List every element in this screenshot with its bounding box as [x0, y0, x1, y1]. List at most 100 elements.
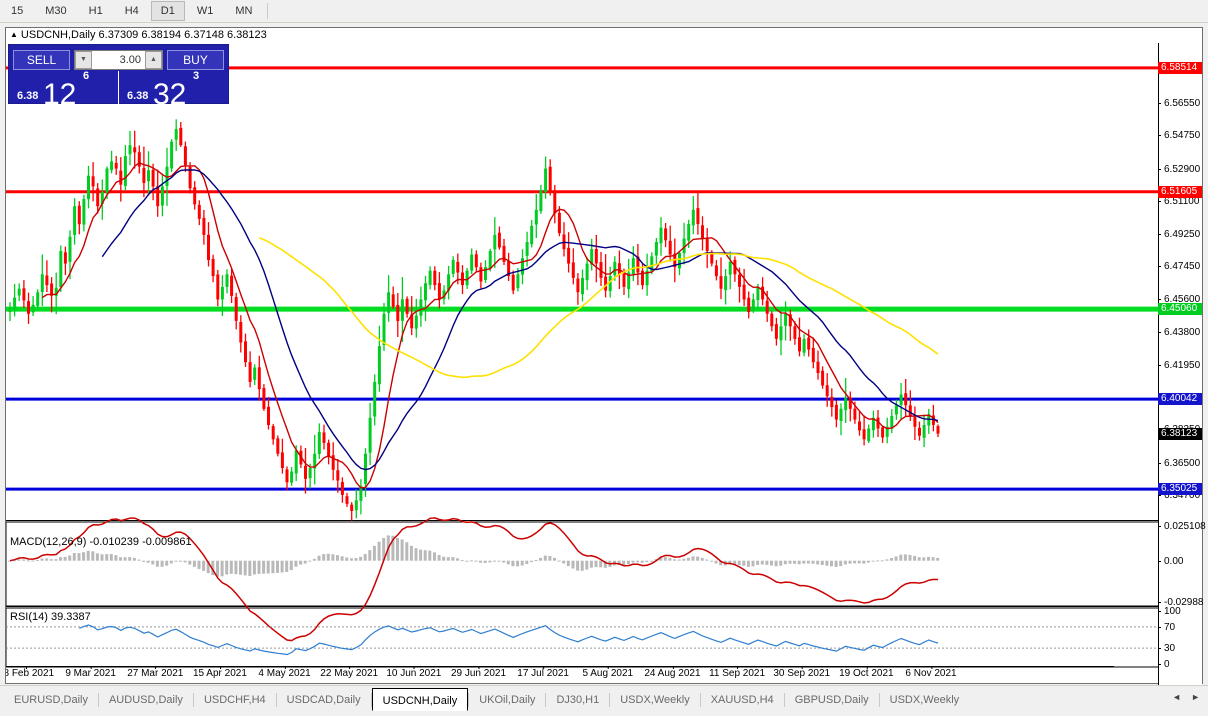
- chart-tab-eurusd-daily[interactable]: EURUSD,Daily: [14, 694, 88, 706]
- price-scale[interactable]: 6.56550 6.54750 6.52900 6.51100 6.49250 6.474…: [1158, 43, 1206, 685]
- date-tick: 9 Mar 2021: [65, 666, 116, 679]
- timeframe-button-mn[interactable]: MN: [235, 5, 253, 17]
- chart-tab-ukoil-daily[interactable]: UKOil,Daily: [479, 694, 536, 706]
- buy-price-quote[interactable]: 6.38 32 3: [118, 70, 228, 110]
- chart-tab-dj30-h1[interactable]: DJ30,H1: [556, 694, 600, 706]
- tick-mark: [672, 666, 674, 669]
- tick-mark: [90, 666, 92, 669]
- tab-separator: [370, 693, 372, 707]
- timeframe-button-m30[interactable]: M30: [45, 5, 67, 17]
- date-tick: 5 Aug 2021: [582, 666, 634, 679]
- tick-mark: [155, 666, 157, 669]
- tab-separator: [192, 693, 194, 707]
- timeframe-button-w1[interactable]: W1: [196, 5, 214, 17]
- pivot-level[interactable]: 6.45060: [1158, 303, 1202, 316]
- resistance-level-lower[interactable]: 6.51605: [1158, 185, 1202, 198]
- tab-separator: [97, 693, 99, 707]
- chart-tab-usdchf-h4[interactable]: USDCHF,H4: [203, 694, 266, 706]
- timeframe-button-d1[interactable]: D1: [150, 1, 185, 21]
- price-tick: 6.41950: [1158, 360, 1202, 371]
- tick-mark: [1158, 648, 1161, 650]
- macd-axis-tick: 0.00: [1158, 556, 1202, 567]
- tick-mark: [737, 666, 739, 669]
- tab-separator: [275, 693, 277, 707]
- date-tick: 10 Jun 2021: [386, 666, 442, 679]
- collapse-icon[interactable]: ▲: [10, 30, 18, 39]
- support-level-lower[interactable]: 6.35025: [1158, 483, 1202, 496]
- chart-tab-xauusd-h4[interactable]: XAUUSD,H4: [710, 694, 774, 706]
- tab-scroll-controls: ◄ ►: [1172, 692, 1200, 702]
- timeframe-button-h4[interactable]: H4: [124, 5, 139, 17]
- tick-mark: [1158, 266, 1161, 268]
- one-click-trading-panel[interactable]: SELL ▼ 3.00 ▲ BUY 6.38 12 6 6.38 32 3: [8, 44, 229, 110]
- date-axis: 18 Feb 2021 9 Mar 2021 27 Mar 2021 15 Apr 2…: [6, 666, 1114, 683]
- tick-mark: [1158, 200, 1161, 202]
- tick-mark: [1158, 560, 1161, 562]
- tick-mark: [349, 666, 351, 669]
- volume-value[interactable]: 3.00: [119, 53, 141, 66]
- tab-separator: [545, 693, 547, 707]
- chart-tabs: EURUSD,Daily AUDUSD,Daily USDCHF,H4 USDCAD,…: [4, 688, 969, 712]
- tick-mark: [1158, 602, 1161, 603]
- tick-mark: [1158, 103, 1161, 105]
- tick-mark: [478, 666, 480, 669]
- tick-mark: [1158, 299, 1161, 301]
- moving-average-slow: [258, 236, 939, 379]
- date-tick: 15 Apr 2021: [192, 666, 247, 679]
- tick-mark: [413, 666, 415, 669]
- tick-mark: [801, 666, 803, 669]
- sell-price-fraction: 6: [83, 70, 90, 82]
- buy-price-fraction: 3: [193, 70, 200, 82]
- macd-signal-line: [9, 517, 939, 642]
- date-tick: 4 May 2021: [258, 666, 311, 679]
- tick-mark: [607, 666, 609, 669]
- volume-increase-icon[interactable]: ▲: [145, 50, 162, 69]
- sell-button[interactable]: SELL: [13, 49, 70, 70]
- chart-tab-usdx-weekly[interactable]: USDX,Weekly: [620, 694, 690, 706]
- price-tick: 6.45600: [1158, 294, 1202, 305]
- chart-tab-usdcad-daily[interactable]: USDCAD,Daily: [286, 694, 361, 706]
- tab-separator: [468, 693, 470, 707]
- rsi-axis-tick: 100: [1158, 606, 1202, 617]
- price-tick: 6.51100: [1158, 196, 1202, 207]
- price-tick: 6.49250: [1158, 229, 1202, 240]
- tick-mark: [1158, 494, 1161, 496]
- tab-scroll-left-icon[interactable]: ◄: [1172, 692, 1182, 702]
- price-chart-canvas[interactable]: [6, 43, 1158, 683]
- tab-scroll-right-icon[interactable]: ►: [1191, 692, 1200, 702]
- support-level-upper[interactable]: 6.40042: [1158, 393, 1202, 406]
- toolbar-separator: [267, 3, 269, 19]
- tick-mark: [1158, 135, 1161, 137]
- volume-input[interactable]: ▼ 3.00 ▲: [74, 49, 163, 70]
- chart-plot-area[interactable]: MACD(12,26,9) -0.010239 -0.009861 RSI(14…: [6, 43, 1158, 683]
- sell-price-quote[interactable]: 6.38 12 6: [9, 70, 118, 110]
- date-tick: 24 Aug 2021: [644, 666, 701, 679]
- chart-tab-gbpusd-daily[interactable]: GBPUSD,Daily: [794, 694, 869, 706]
- moving-average-mid: [101, 169, 939, 471]
- rsi-axis-tick: 0: [1158, 659, 1202, 670]
- tick-mark: [1158, 331, 1161, 333]
- sell-price-big: 12: [43, 78, 77, 111]
- current-price-label[interactable]: 6.38123: [1158, 427, 1202, 440]
- macd-indicator-title: MACD(12,26,9) -0.010239 -0.009861: [10, 536, 192, 548]
- tick-mark: [1158, 364, 1161, 366]
- tick-mark: [1158, 664, 1161, 665]
- chart-symbol-ohlc: USDCNH,Daily 6.37309 6.38194 6.37148 6.3…: [20, 29, 267, 41]
- chart-tab-usdx-weekly[interactable]: USDX,Weekly: [889, 694, 960, 706]
- buy-button[interactable]: BUY: [167, 49, 224, 70]
- volume-dropdown-icon[interactable]: ▼: [75, 50, 92, 69]
- sell-price-prefix: 6.38: [17, 90, 39, 102]
- timeframe-button-h1[interactable]: H1: [88, 5, 103, 17]
- chart-tab-usdcnh-daily[interactable]: USDCNH,Daily: [371, 688, 469, 711]
- tick-mark: [1158, 526, 1161, 527]
- resistance-level-upper[interactable]: 6.58514: [1158, 61, 1202, 74]
- price-tick: 6.52900: [1158, 164, 1202, 175]
- chart-tab-audusd-daily[interactable]: AUDUSD,Daily: [108, 694, 183, 706]
- timeframe-button-15[interactable]: 15: [11, 5, 24, 17]
- date-tick: 11 Sep 2021: [709, 666, 766, 679]
- tick-mark: [1158, 233, 1161, 235]
- moving-average-fast: [41, 162, 939, 489]
- candlestick-series: [8, 119, 940, 521]
- tick-mark: [866, 666, 868, 669]
